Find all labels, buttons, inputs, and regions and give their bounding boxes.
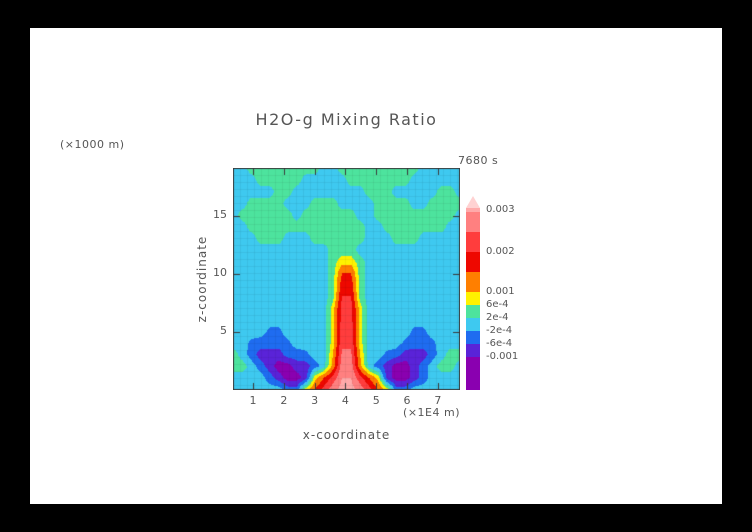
colorbar-segment: [466, 292, 480, 305]
colorbar-tick-label: 0.002: [486, 246, 515, 257]
heatmap-canvas: [233, 168, 460, 390]
x-tick-label: 3: [311, 394, 319, 407]
colorbar-segment: [466, 318, 480, 331]
x-tick-label: 6: [403, 394, 411, 407]
z-tick-label: 5: [220, 323, 227, 337]
colorbar-segment: [466, 252, 480, 272]
chart-title: H2O-g Mixing Ratio: [255, 110, 438, 129]
colorbar-segment: [466, 212, 480, 232]
colorbar-segment: [466, 196, 480, 208]
colorbar-tick-label: -2e-4: [486, 325, 513, 336]
colorbar: [466, 196, 480, 390]
z-tick-label: 15: [213, 207, 227, 221]
colorbar-segment: [466, 232, 480, 252]
colorbar-segment: [466, 208, 480, 212]
x-tick-label: 2: [280, 394, 288, 407]
x-tick-label: 7: [434, 394, 442, 407]
colorbar-tick-label: 0.001: [486, 286, 515, 297]
time-label: 7680 s: [458, 154, 499, 167]
colorbar-segment: [466, 331, 480, 344]
x-tick-label: 1: [249, 394, 257, 407]
colorbar-segment: [466, 357, 480, 390]
colorbar-tick-label: 6e-4: [486, 299, 509, 310]
x-axis-label: x-coordinate: [302, 428, 391, 442]
colorbar-segment: [466, 305, 480, 318]
plot-page: H2O-g Mixing Ratio (×1000 m) 7680 s z-co…: [30, 28, 722, 504]
x-tick-label: 4: [341, 394, 349, 407]
y-axis-label: z-coordinate: [195, 235, 209, 323]
colorbar-tick-label: -0.001: [486, 351, 519, 362]
colorbar-segment: [466, 272, 480, 292]
x-tick-label: 5: [372, 394, 380, 407]
colorbar-tick-label: 2e-4: [486, 312, 509, 323]
colorbar-tick-label: 0.003: [486, 204, 515, 215]
colorbar-tick-label: -6e-4: [486, 338, 513, 349]
colorbar-segment: [466, 344, 480, 357]
y-axis-unit: (×1000 m): [60, 138, 125, 151]
z-tick-label: 10: [213, 265, 227, 279]
x-axis-unit: (×1E4 m): [403, 406, 460, 419]
